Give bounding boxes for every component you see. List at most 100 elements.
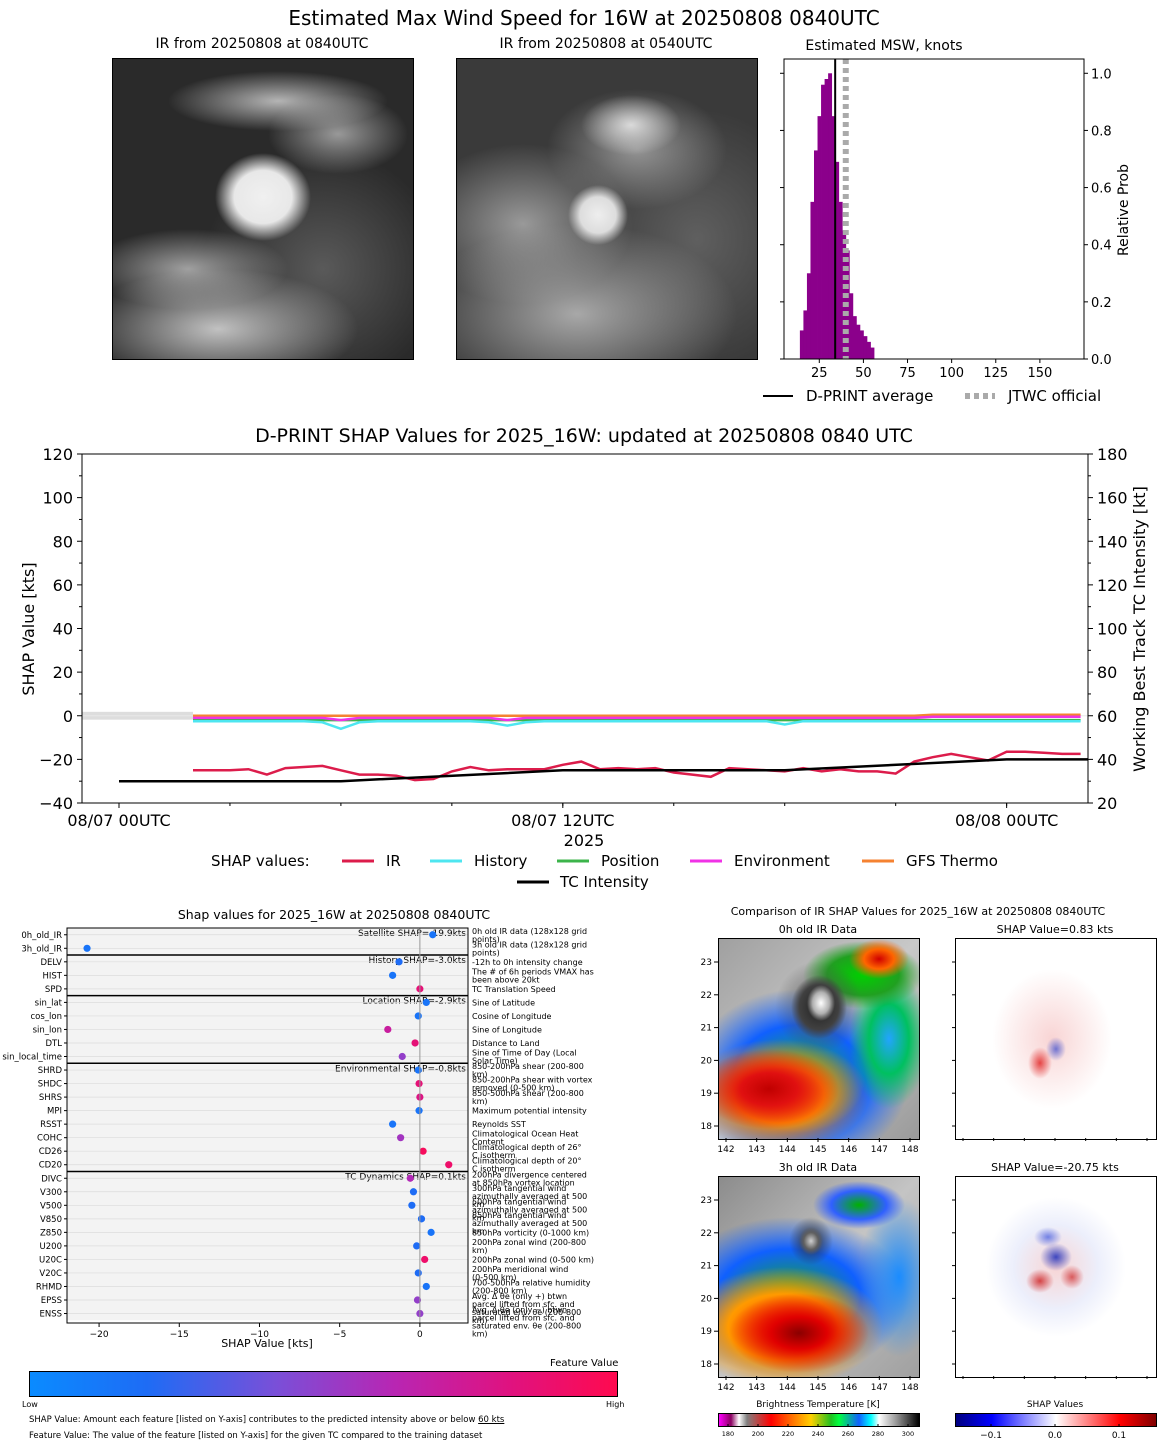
feature-description: TC Translation Speed — [471, 985, 556, 994]
bt-tick-label: 220 — [782, 1430, 794, 1438]
ir-prev-title: IR from 20250808 at 0540UTC — [499, 36, 713, 52]
timeseries-frame — [81, 453, 1089, 804]
shap3-image — [955, 1176, 1157, 1378]
bt-tick-label: 260 — [842, 1430, 854, 1438]
feature-code: SHDC — [38, 1080, 62, 1090]
legend-prefix: SHAP values: — [211, 852, 310, 870]
timeseries-xlabel: 2025 — [564, 831, 605, 850]
feature-code: sin_local_time — [2, 1053, 62, 1063]
feature-description: 200hPa zonal wind (200-800 km) — [472, 1238, 586, 1255]
ts-xtick-label: 08/08 00UTC — [955, 811, 1058, 830]
ts-y2tick-label: 140 — [1097, 532, 1128, 551]
timeseries-y-ticks: −40 −20 0 20 40 60 80 100 120 — [39, 445, 82, 813]
cmp-ytick-label: 23 — [701, 1196, 712, 1206]
bt-tick-label: 180 — [722, 1430, 734, 1438]
histogram-bar-8 — [828, 73, 833, 360]
feature-description: Distance to Land — [472, 1039, 540, 1048]
feature-description: Sine of Longitude — [472, 1025, 542, 1034]
shap-cbar-tick-label: 0.1 — [1112, 1431, 1126, 1441]
feature-description: 3h old IR data (128x128 grid points) — [472, 940, 587, 957]
ts-ytick-label: 80 — [53, 532, 73, 551]
histogram-bar-20 — [870, 347, 875, 359]
ts-y2tick-label: 160 — [1097, 489, 1128, 508]
hist-xtick-label: 25 — [811, 366, 828, 381]
legend-tc-intensity-label: TC Intensity — [559, 873, 649, 891]
feature-shap-dot — [422, 1282, 430, 1291]
feature-code: SHRS — [39, 1093, 62, 1103]
ts-ytick-label: 0 — [63, 707, 73, 726]
feature-shap-dot — [397, 1134, 405, 1142]
ts-y2tick-label: 80 — [1097, 663, 1117, 682]
feature-code: V300 — [40, 1188, 62, 1198]
feature-code: SPD — [45, 985, 63, 995]
feature-shap-dot — [413, 1242, 421, 1250]
series-environment — [193, 715, 1081, 722]
hist-xtick-label: 75 — [899, 366, 916, 381]
feature-code: sin_lon — [33, 1025, 62, 1035]
feature-description: Avg. Δ θe (only +) btwn parcel lifted fro… — [472, 1292, 581, 1325]
shap-colorbar-ticks: −0.1 0.0 0.1 — [980, 1424, 1126, 1441]
feature-description: 0h old IR data (128x128 grid points) — [472, 927, 587, 944]
feature-code: DTL — [46, 1039, 63, 1049]
legend-environment-label: Environment — [734, 852, 830, 870]
shap-note-value: 60 kts — [478, 1415, 505, 1425]
cmp-ytick-label: 18 — [701, 1360, 713, 1370]
histogram-bars — [799, 73, 875, 360]
hist-ytick-label: 0.6 — [1091, 182, 1112, 197]
feature-code: 0h_old_IR — [21, 931, 62, 941]
feature-shap-dot — [421, 1255, 429, 1264]
ir3-colored-image — [718, 1176, 920, 1378]
ts-ytick-label: 40 — [53, 620, 73, 639]
series-history — [193, 719, 1081, 731]
feature-shap-dot — [414, 1066, 422, 1074]
feature-shap-dot — [409, 1188, 418, 1196]
feature-cbar-high: High — [606, 1400, 625, 1409]
feature-code: CD26 — [39, 1147, 62, 1157]
hist-ytick-label: 0.2 — [1091, 296, 1112, 311]
feature-shap-dot — [384, 1025, 392, 1034]
legend-gfs-thermo-label: GFS Thermo — [906, 852, 998, 870]
feature-code: MPI — [47, 1107, 62, 1117]
histogram-bar-16 — [856, 324, 861, 359]
comparison-axes: 142 143 144 145 146 147 148 23 22 21 20 19 18 142 143 1… — [701, 958, 1148, 1393]
feature-code: EPSS — [41, 1296, 62, 1306]
series-ir — [193, 750, 1081, 782]
feature-code: COHC — [37, 1134, 62, 1144]
feature-shap-dot — [411, 1039, 419, 1047]
histogram-title: Estimated MSW, knots — [805, 38, 962, 54]
histogram-frame — [783, 58, 1085, 360]
hist-ytick-label: 0.4 — [1091, 239, 1112, 254]
feature-code: DELV — [40, 958, 62, 968]
feature-shap-dot — [417, 1215, 426, 1223]
hist-ytick-label: 0.8 — [1091, 124, 1112, 139]
feature-description: 700-500hPa relative humidity (200-800 km) — [472, 1278, 591, 1295]
timeseries-ylabel: SHAP Value [kts] — [19, 562, 38, 695]
cmp-ytick-label: 22 — [701, 1229, 712, 1239]
feature-description: Reynolds SST — [472, 1120, 526, 1129]
feature-shap-x-ticks: −20 −15 −10 −5 0 — [90, 1323, 423, 1340]
legend-position-label: Position — [601, 852, 659, 870]
histogram-ylabel: Relative Prob — [1116, 164, 1132, 256]
ts-y2tick-label: 120 — [1097, 576, 1128, 595]
histogram-bar-17 — [859, 330, 864, 359]
feature-shap-dot — [83, 944, 91, 952]
cmp-ytick-label: 22 — [701, 991, 712, 1001]
histogram-bar-18 — [863, 336, 868, 359]
feature-shap-dot — [389, 1120, 397, 1128]
feature-shap-dot — [445, 1161, 453, 1169]
cmp-ytick-label: 23 — [701, 958, 712, 968]
shap0-image — [955, 938, 1157, 1140]
histogram-y-ticks: 0.0 0.2 0.4 0.6 0.8 1.0 — [780, 67, 1112, 368]
fs-xtick-label: 0 — [417, 1330, 423, 1340]
fs-xtick-label: −20 — [90, 1330, 109, 1340]
ts-y2tick-label: 60 — [1097, 707, 1117, 726]
feature-description: Avg. Δ θe (only −) btwn parcel lifted fro… — [472, 1306, 581, 1339]
cmp-xtick-label: 148 — [901, 1383, 918, 1393]
feature-code: CD20 — [39, 1161, 62, 1171]
feature-code: HIST — [43, 971, 63, 981]
cmp-xtick-label: 142 — [717, 1145, 734, 1155]
feature-code: cos_lon — [30, 1012, 62, 1022]
cmp-ytick-label: 19 — [701, 1089, 713, 1099]
feature-shap-xlabel: SHAP Value [kts] — [221, 1337, 313, 1350]
timeseries-title: D-PRINT SHAP Values for 2025_16W: update… — [255, 425, 913, 447]
